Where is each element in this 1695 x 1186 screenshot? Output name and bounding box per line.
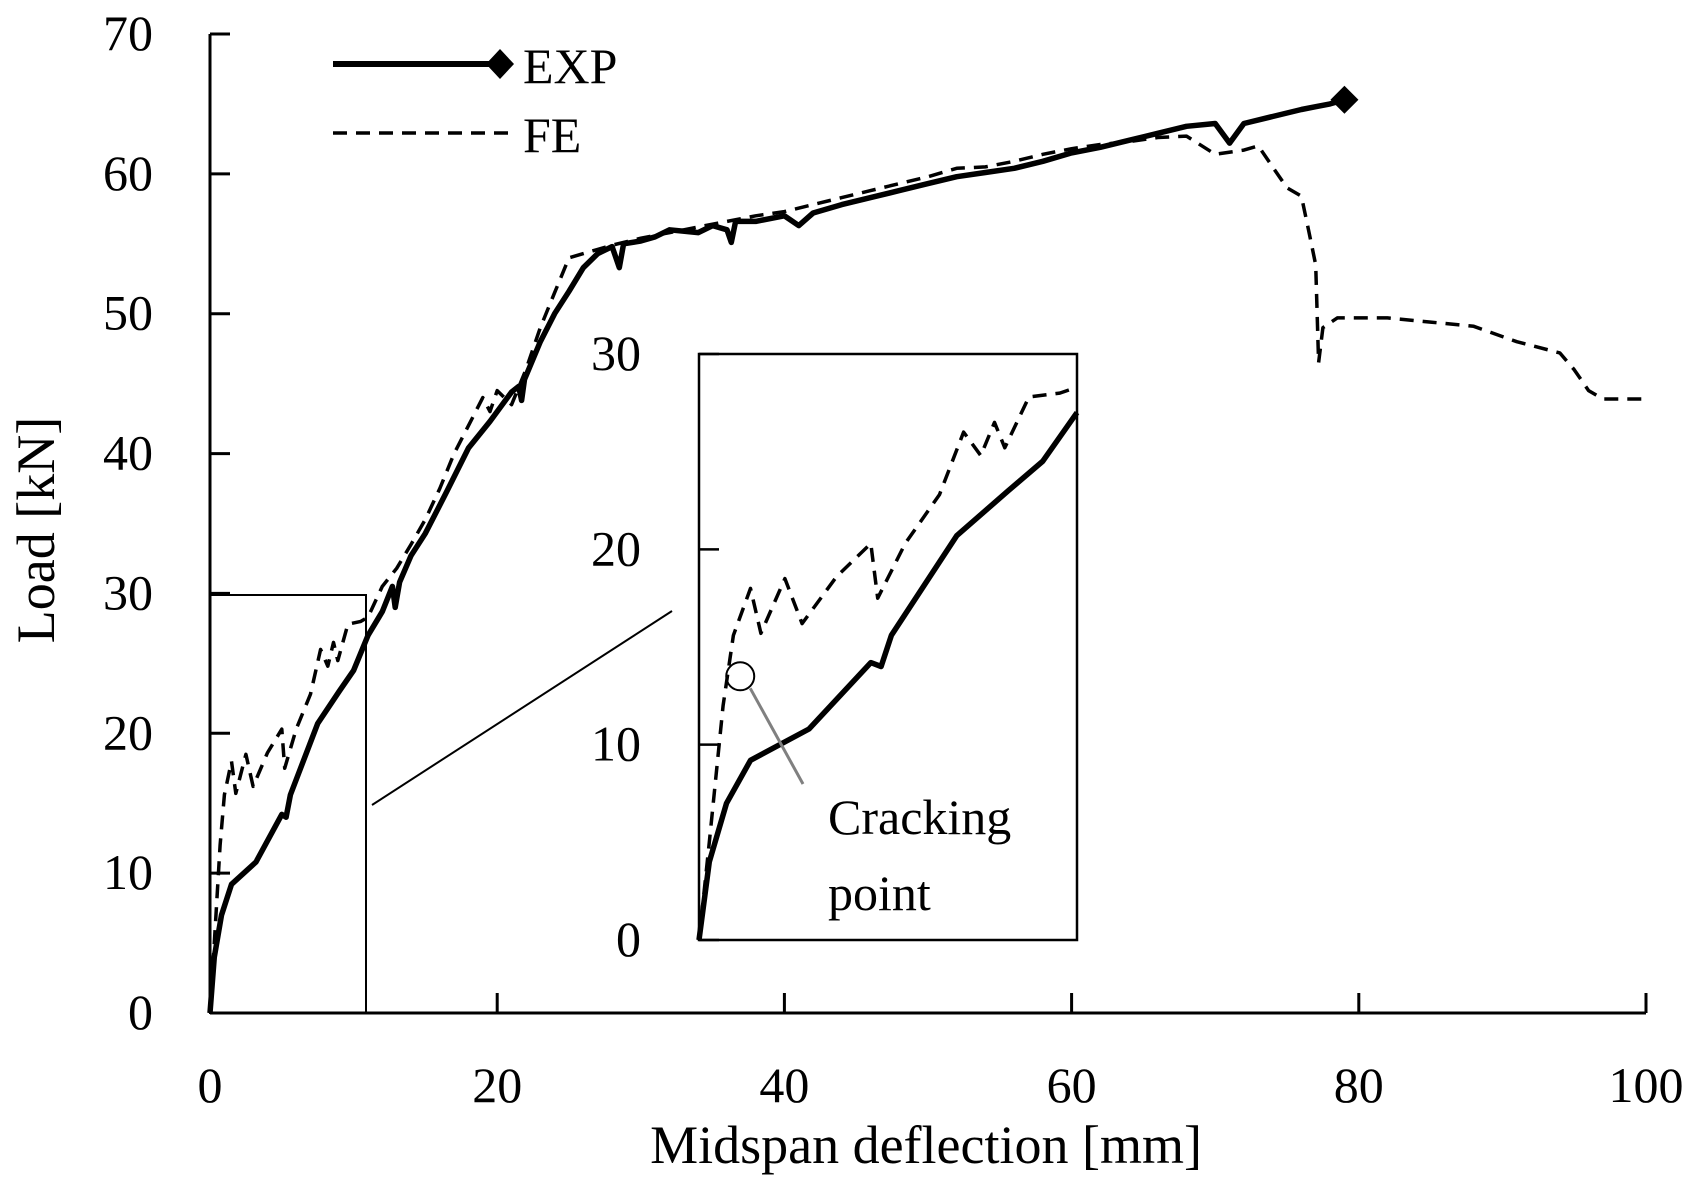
- inset-y-tick-label: 10: [591, 716, 641, 772]
- cracking-point-leader-line: [748, 687, 805, 785]
- inset-series-exp-line: [696, 411, 1080, 941]
- inset-series-fe-line: [697, 385, 1078, 941]
- inset-series: [696, 385, 1080, 941]
- series-fe-line: [208, 134, 1646, 1014]
- y-tick-label: 10: [103, 844, 153, 900]
- y-tick-label: 20: [103, 704, 153, 760]
- legend-exp-label: EXP: [523, 38, 617, 94]
- legend-fe-label: FE: [523, 107, 581, 163]
- x-tick-label: 20: [472, 1057, 522, 1113]
- y-tick-label: 60: [103, 145, 153, 201]
- x-ticks: 0 20 40 60 80 100: [198, 993, 1684, 1113]
- inset-y-ticks: 0 10 20 30: [591, 325, 719, 967]
- y-ticks: 0 10 20 30 40 50 60 70: [103, 5, 230, 1040]
- y-tick-label: 30: [103, 564, 153, 620]
- inset-y-tick-label: 20: [591, 520, 641, 576]
- main-series: [207, 85, 1646, 1014]
- y-tick-label: 50: [103, 285, 153, 341]
- y-tick-label: 40: [103, 425, 153, 481]
- y-axis-title: Load [kN]: [6, 417, 66, 643]
- inset-y-tick-label: 0: [616, 911, 641, 967]
- series-exp-line: [207, 97, 1346, 1014]
- zoom-box: [209, 594, 367, 1014]
- y-tick-label: 70: [103, 5, 153, 61]
- cracking-point-label-line1: Cracking: [828, 789, 1011, 845]
- x-tick-label: 60: [1047, 1057, 1097, 1113]
- legend: EXP FE: [333, 38, 617, 163]
- x-tick-label: 40: [759, 1057, 809, 1113]
- cracking-point-marker: [725, 661, 756, 692]
- cracking-point-label-line2: point: [828, 865, 931, 921]
- series-exp-end-marker: [1330, 85, 1359, 114]
- zoom-connector-line: [371, 610, 673, 806]
- x-tick-label: 80: [1334, 1057, 1384, 1113]
- legend-exp-diamond-marker: [486, 49, 514, 79]
- inset-y-tick-label: 30: [591, 325, 641, 381]
- x-tick-label: 0: [198, 1057, 223, 1113]
- x-axis-title: Midspan deflection [mm]: [650, 1115, 1202, 1175]
- inset-panel: 0 10 20 30 Cracking point: [591, 325, 1080, 967]
- y-tick-label: 0: [128, 984, 153, 1040]
- x-tick-label: 100: [1609, 1057, 1684, 1113]
